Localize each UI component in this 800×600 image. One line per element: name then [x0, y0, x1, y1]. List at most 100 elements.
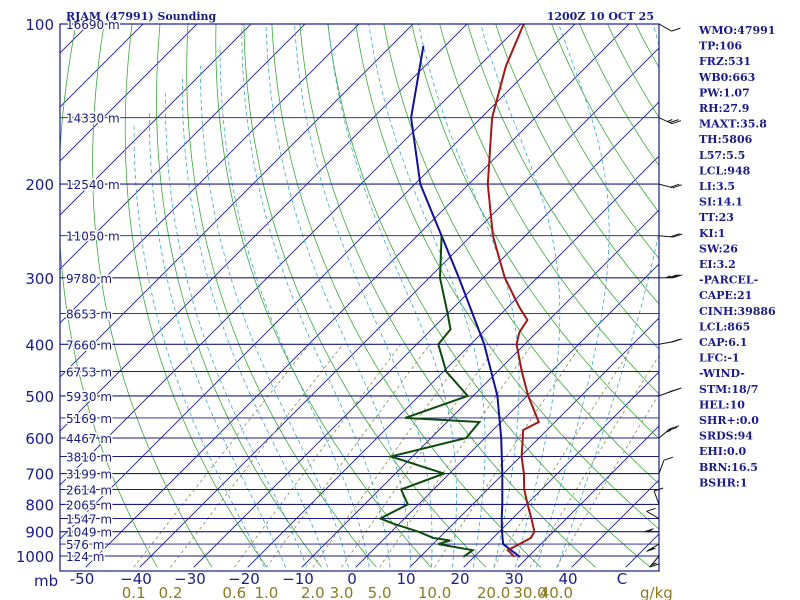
height-label: 5169 m — [66, 412, 112, 426]
wind-barb-half-flag — [667, 119, 673, 122]
pressure-tick-label: 600 — [25, 430, 54, 448]
dry-adiabat-line — [327, 24, 651, 568]
temperature-tick-label: C — [617, 570, 627, 588]
wind-barb-staff — [653, 490, 660, 505]
mixing-ratio-line — [312, 344, 473, 568]
isotherm-line — [60, 24, 306, 270]
index-value: HEL:10 — [699, 398, 745, 411]
height-label: 16690 m — [66, 18, 120, 32]
dry-adiabat-line — [60, 24, 158, 568]
station-title: RJAM (47991) Sounding — [66, 10, 217, 23]
index-value: TH:5806 — [699, 133, 753, 146]
dry-adiabat-line — [355, 24, 659, 530]
wind-barb — [658, 183, 682, 189]
isotherm-line — [517, 425, 659, 568]
moist-adiabat-line — [480, 24, 561, 568]
wind-barb-flag — [671, 27, 681, 32]
pressure-tick-labels: 100 200 300 400 500 600 700 800 900 1000 — [16, 16, 54, 566]
mixing-ratio-label: 40.0 — [540, 584, 573, 600]
wind-barb-flag — [653, 487, 664, 492]
dry-adiabat-line — [439, 24, 659, 395]
wind-barb — [658, 23, 681, 32]
background-grid — [60, 24, 659, 568]
isotherm-line — [60, 24, 522, 486]
wind-barb — [646, 507, 660, 519]
wind-barb-staff — [646, 510, 660, 519]
wind-barb — [658, 117, 682, 125]
isotherm-line — [139, 47, 659, 568]
wind-barb-half-flag — [647, 529, 653, 533]
moist-adiabat-line — [182, 75, 328, 568]
isotherm-line — [355, 263, 659, 568]
isotherm-line — [60, 24, 252, 216]
moist-adiabat-line — [200, 66, 349, 568]
temperature-line — [486, 24, 541, 558]
index-value: -PARCEL- — [699, 274, 758, 287]
height-label: 576 m — [66, 538, 104, 552]
mixing-ratio-line — [556, 393, 659, 568]
wind-barb-flag — [670, 274, 680, 279]
dry-adiabat-line — [243, 24, 487, 568]
dry-adiabat-line — [383, 24, 659, 485]
temperature-tick-label: −40 — [120, 570, 152, 588]
mixing-ratio-line — [493, 344, 635, 568]
height-label: 2065 m — [66, 498, 112, 512]
wind-barb-flag — [670, 183, 680, 188]
moist-adiabat-line — [149, 109, 287, 568]
dry-adiabat-line — [411, 24, 659, 440]
index-value: PW:1.07 — [699, 86, 750, 99]
parcel-trace-line — [410, 45, 521, 558]
mixing-ratio-line — [529, 354, 659, 568]
height-label: 14330 m — [66, 112, 120, 126]
mixing-ratio-unit-label: g/kg — [640, 584, 673, 600]
index-value: WMO:47991 — [698, 24, 775, 37]
index-value: WB0:663 — [698, 71, 755, 84]
moist-adiabat-line — [368, 24, 486, 568]
pressure-tick-label: 300 — [25, 270, 54, 288]
index-value: SRDS:94 — [699, 430, 753, 443]
pressure-tick-label: 400 — [25, 336, 54, 354]
index-value: CAP:6.1 — [699, 336, 747, 349]
wind-barb-half-flag — [667, 390, 673, 394]
height-label: 124 m — [66, 550, 104, 564]
wind-barb — [659, 274, 683, 279]
pressure-tick-label: 800 — [25, 496, 54, 514]
wind-barb-staff — [658, 23, 672, 32]
index-value: LFC:-1 — [699, 352, 740, 365]
mixing-ratio-line — [233, 344, 402, 568]
mixing-ratio-labels: 0.1 0.2 0.6 1.0 2.0 3.0 5.0 10.0 20.0 30.040.0 — [122, 584, 573, 600]
temperature-tick-label: 30 — [504, 570, 523, 588]
dry-adiabat-line — [579, 24, 659, 167]
wind-barb-half-flag — [651, 562, 657, 566]
dry-adiabat-line — [92, 24, 213, 568]
index-value: TP:106 — [699, 40, 742, 53]
dry-adiabat-line — [551, 24, 659, 214]
moist-adiabat-line — [241, 24, 391, 568]
temperature-tick-label: −30 — [174, 570, 206, 588]
dry-adiabat-line — [607, 24, 659, 119]
dry-adiabat-line — [467, 24, 659, 350]
mixing-ratio-line — [266, 344, 431, 568]
profile-lines — [377, 24, 541, 558]
mixing-ratio-line — [170, 344, 344, 568]
wind-barb — [653, 487, 664, 505]
wind-barb — [649, 555, 660, 568]
mixing-ratio-label: 20.0 — [477, 584, 510, 600]
index-value: LCL:948 — [699, 164, 751, 177]
wind-barb-flag — [671, 120, 682, 125]
mixing-ratio-line — [434, 344, 582, 568]
index-value: MAXT:35.8 — [699, 118, 767, 131]
wind-barb-flag — [667, 426, 678, 431]
height-label: 11050 m — [66, 230, 120, 244]
index-value: STM:18/7 — [699, 383, 758, 396]
wind-barb-flag — [669, 425, 680, 430]
moist-adiabat-line — [418, 24, 520, 568]
sounding-time: 1200Z 10 OCT 25 — [547, 10, 654, 23]
wind-barb-half-flag — [665, 429, 672, 433]
wind-barb-flag — [673, 274, 683, 279]
isotherm-line — [247, 155, 659, 568]
wind-barb — [658, 456, 674, 474]
isotherm-line — [463, 371, 659, 568]
dry-adiabat-line — [156, 24, 323, 568]
